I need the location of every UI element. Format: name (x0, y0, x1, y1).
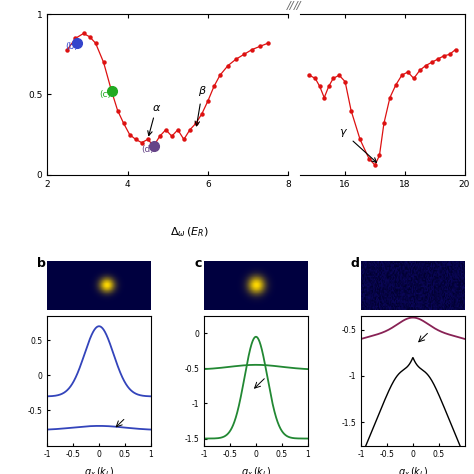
Text: d: d (351, 257, 360, 270)
X-axis label: $q_x\,(k_L)$: $q_x\,(k_L)$ (398, 465, 428, 474)
Text: (c): (c) (100, 90, 111, 99)
X-axis label: $q_x\,(k_L)$: $q_x\,(k_L)$ (241, 465, 271, 474)
Text: $\beta$: $\beta$ (195, 84, 207, 126)
Text: //: // (294, 1, 301, 11)
Text: //: // (287, 1, 294, 11)
Text: (d): (d) (142, 145, 155, 154)
X-axis label: $q_x\,(k_L)$: $q_x\,(k_L)$ (84, 465, 114, 474)
Text: b: b (37, 257, 46, 270)
Text: $\Delta_\omega\,(E_R)$: $\Delta_\omega\,(E_R)$ (170, 225, 209, 239)
Text: $\gamma$: $\gamma$ (339, 127, 376, 163)
Text: (b): (b) (65, 42, 78, 51)
Text: c: c (194, 257, 201, 270)
Text: $\alpha$: $\alpha$ (148, 102, 161, 136)
